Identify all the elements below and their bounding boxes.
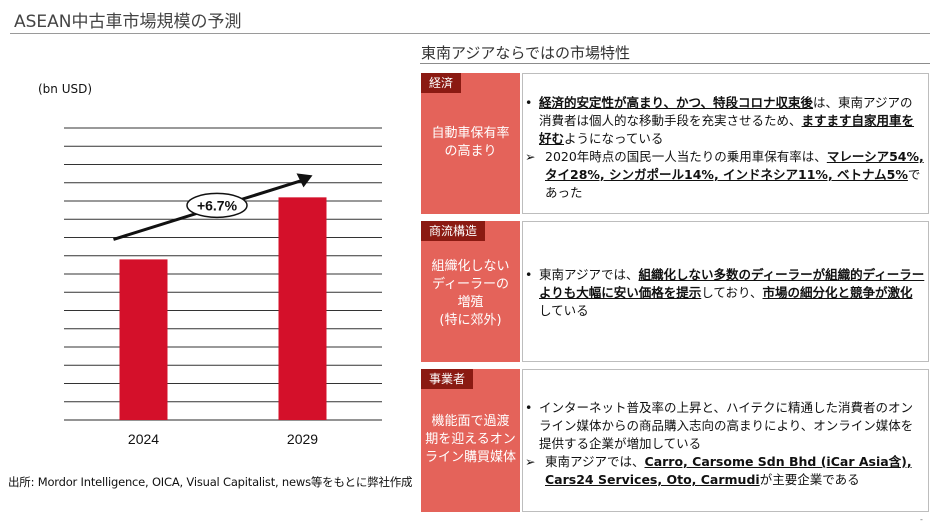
sub-bullet-item: ➢ 2020年時点の国民一人当たりの乗用車保有率は、マレーシア54%, タイ28%… [525, 149, 924, 200]
growth-annotation: +6.7% [197, 197, 238, 213]
title-divider [10, 33, 930, 34]
chart-unit-label: (bn USD) [38, 82, 93, 96]
right-section-heading: 東南アジアならではの市場特性 [421, 44, 630, 62]
row-economy-text-cell [522, 73, 929, 214]
annotation-bubble [186, 192, 248, 219]
page-mark: - [920, 515, 923, 524]
right-section-divider [420, 63, 930, 64]
source-note: 出所: Mordor Intelligence, OICA, Visual Ca… [8, 475, 413, 489]
bar-2029 [278, 197, 327, 420]
row-operators-label: 機能面で過渡 期を迎えるオン ライン購買媒体 [424, 414, 516, 465]
row-economy-tag: 経済 [421, 73, 462, 93]
row-economy-label: 自動車保有率 の高まり [431, 126, 510, 159]
row-economy-text: • 経済的安定性が高まり、かつ、特段コロナ収束後は、東南アジアの消費者は個人的な移… [525, 94, 925, 202]
bullet-item: • 東南アジアでは、組織化しない多数のディーラーが組織的ディーラーよりも大幅に安い… [525, 267, 925, 318]
bullet-item: • 経済的安定性が高まり、かつ、特段コロナ収束後は、東南アジアの消費者は個人的な移… [525, 95, 915, 146]
growth-arrowhead [296, 173, 313, 188]
row-operators-label-cell [421, 369, 520, 512]
row-operators-text: • インターネット普及率の上昇と、ハイテクに精通した消費者のオンライン媒体からの商… [525, 399, 925, 489]
bar-chart: 2024 2029 +6.7% [64, 127, 382, 447]
row-distribution-tag: 商流構造 [421, 221, 486, 241]
x-tick-label: 2029 [287, 431, 318, 447]
row-operators: 事業者 機能面で過渡 期を迎えるオン ライン購買媒体 • インターネット普及率の上… [421, 369, 929, 512]
bullet-item: • インターネット普及率の上昇と、ハイテクに精通した消費者のオンライン媒体からの商… [525, 400, 914, 451]
row-operators-text-cell [522, 369, 929, 512]
page-title: ASEAN中古車市場規模の予測 [14, 12, 242, 32]
row-distribution-label-cell [421, 221, 520, 362]
sub-bullet-item: ➢ 東南アジアでは、Carro, Carsome Sdn Bhd (iCar As… [525, 454, 912, 487]
row-economy: 経済 自動車保有率 の高まり • 経済的安定性が高まり、かつ、特段コロナ収束後は、… [421, 73, 929, 214]
row-distribution-text: • 東南アジアでは、組織化しない多数のディーラーが組織的ディーラーよりも大幅に安い… [525, 266, 925, 320]
row-distribution: 商流構造 組織化しない ディーラーの 増殖 (特に郊外) • 東南アジアでは、組織… [421, 221, 929, 362]
x-tick-label: 2024 [128, 431, 159, 447]
bar-2024 [119, 259, 168, 420]
row-distribution-text-cell [522, 221, 929, 362]
row-economy-label-cell [421, 73, 520, 214]
row-operators-tag: 事業者 [421, 369, 474, 389]
row-distribution-label: 組織化しない ディーラーの 増殖 (特に郊外) [431, 259, 510, 328]
